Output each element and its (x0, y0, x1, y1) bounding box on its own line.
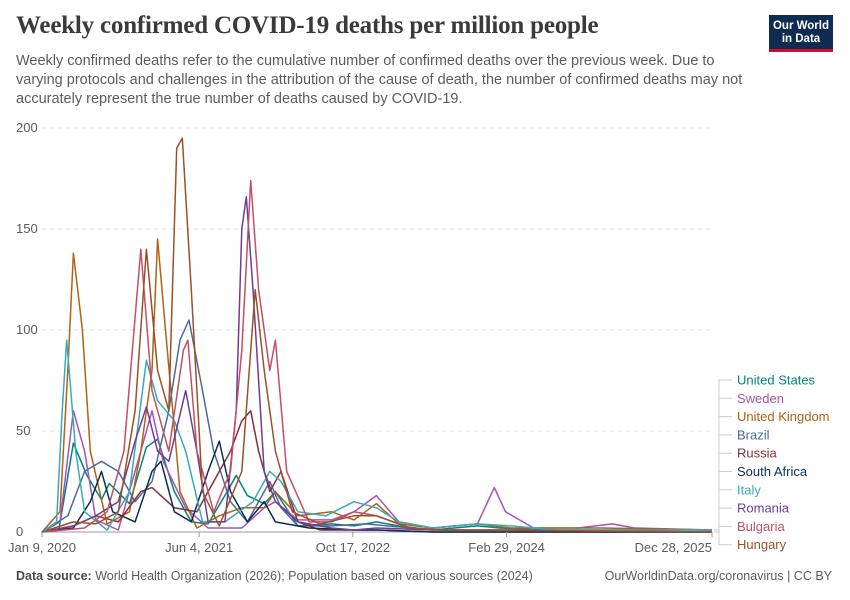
logo-line-1: Our World (772, 20, 829, 32)
legend-item[interactable]: United States (737, 373, 816, 388)
series-line-bulgaria[interactable] (41, 179, 713, 533)
legend-connector (714, 452, 732, 533)
legend-item[interactable]: Italy (737, 482, 761, 497)
legend-item[interactable]: Romania (737, 501, 790, 516)
legend-connector (714, 379, 732, 531)
legend-connector (714, 507, 732, 533)
y-tick-label: 0 (16, 524, 23, 539)
series-line-south-africa[interactable] (41, 440, 712, 533)
legend-connector (714, 471, 732, 533)
legend-item[interactable]: South Africa (737, 464, 808, 479)
x-tick-label: Jan 9, 2020 (8, 540, 76, 555)
legend-connector (714, 489, 732, 531)
x-tick-label: Dec 28, 2025 (635, 540, 712, 555)
series-line-sweden[interactable] (41, 410, 713, 533)
logo-line-2: in Data (781, 33, 821, 45)
chart-title: Weekly confirmed COVID-19 deaths per mil… (16, 12, 599, 39)
series-line-russia[interactable] (41, 410, 712, 533)
legend: United States Sweden United Kingdom Brazil R… (714, 373, 830, 552)
legend-item[interactable]: Brazil (737, 427, 770, 442)
legend-connector (714, 397, 732, 531)
x-tick-label: Jun 4, 2021 (165, 540, 233, 555)
legend-item[interactable]: United Kingdom (737, 409, 830, 424)
y-tick-label: 100 (16, 322, 38, 337)
legend-item[interactable]: Bulgaria (737, 519, 785, 534)
legend-connector (714, 434, 732, 533)
x-tick-label: Oct 17, 2022 (316, 540, 390, 555)
series-line-romania[interactable] (41, 195, 713, 533)
series-line-hungary[interactable] (41, 137, 713, 533)
y-tick-label: 150 (16, 221, 38, 236)
legend-item[interactable]: Hungary (737, 537, 787, 552)
data-source: Data source: World Health Organization (… (16, 569, 533, 583)
owid-logo[interactable]: Our World in Data (769, 15, 833, 52)
x-axis: Jan 9, 2020 Jun 4, 2021 Oct 17, 2022 Feb 29… (8, 532, 713, 555)
data-source-text: World Health Organization (2026); Popula… (95, 569, 533, 583)
series-line-italy[interactable] (41, 339, 712, 533)
legend-item[interactable]: Russia (737, 446, 778, 461)
y-tick-label: 200 (16, 120, 38, 135)
series-line-united-states[interactable] (41, 438, 712, 533)
x-tick-label: Feb 29, 2024 (468, 540, 545, 555)
chart-subtitle: Weekly confirmed deaths refer to the cum… (16, 53, 743, 107)
legend-item[interactable]: Sweden (737, 391, 784, 406)
footer-link[interactable]: OurWorldinData.org/coronavirus | CC BY (604, 569, 832, 583)
legend-connector (714, 525, 732, 533)
data-source-label: Data source: (16, 569, 92, 583)
y-tick-label: 50 (16, 423, 30, 438)
legend-connector (714, 531, 732, 546)
legend-connector (714, 416, 732, 531)
series-lines (41, 137, 713, 533)
